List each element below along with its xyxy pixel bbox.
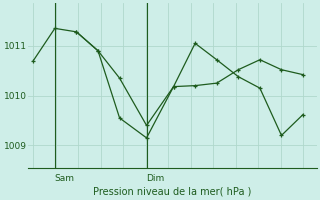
X-axis label: Pression niveau de la mer( hPa ): Pression niveau de la mer( hPa ) xyxy=(93,187,252,197)
Text: Sam: Sam xyxy=(55,174,75,183)
Text: Dim: Dim xyxy=(147,174,165,183)
